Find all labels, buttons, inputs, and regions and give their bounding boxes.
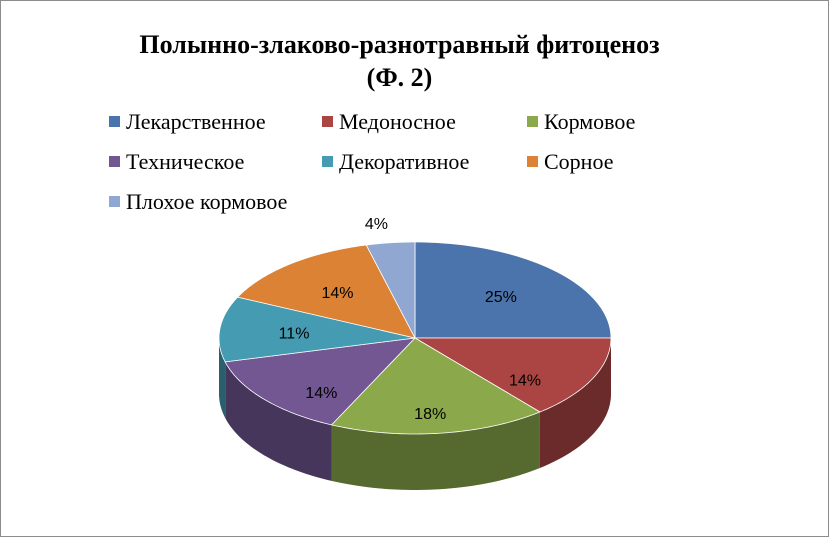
legend-item-fodder: Кормовое bbox=[527, 106, 635, 138]
pie-data-label: 14% bbox=[321, 285, 353, 302]
chart-title-line-1: Полынно-злаково-разнотравный фитоценоз bbox=[139, 30, 660, 59]
legend-swatch bbox=[109, 156, 120, 168]
legend-label: Кормовое bbox=[544, 109, 636, 134]
pie-labels: 25% 14% 18% 14% 11% 14% 4% bbox=[279, 216, 541, 423]
legend-item-poor-fodder: Плохое кормовое bbox=[109, 186, 287, 218]
pie-slice bbox=[236, 244, 416, 339]
legend-swatch bbox=[322, 156, 333, 168]
pie-data-label: 14% bbox=[305, 385, 337, 402]
pie-slice bbox=[414, 241, 612, 339]
legend-item-technical: Техническое bbox=[109, 146, 244, 178]
legend-label: Сорное bbox=[544, 149, 614, 174]
legend-swatch bbox=[322, 116, 333, 128]
pie-slice-side bbox=[219, 338, 226, 418]
legend-swatch bbox=[527, 156, 538, 168]
pie-slice bbox=[330, 337, 541, 435]
chart-title-line-2: (Ф. 2) bbox=[366, 63, 433, 92]
legend-label: Плохое кормовое bbox=[126, 189, 288, 214]
legend-swatch bbox=[527, 116, 538, 128]
legend-label: Медоносное bbox=[339, 109, 456, 134]
legend-item-weed: Сорное bbox=[527, 146, 613, 178]
legend-label: Техническое bbox=[126, 149, 245, 174]
pie-data-label: 4% bbox=[365, 216, 388, 233]
pie-slice bbox=[413, 337, 612, 413]
pie-data-label: 18% bbox=[414, 406, 446, 423]
pie-slice bbox=[218, 296, 416, 363]
pie-slice bbox=[365, 241, 416, 339]
pie-data-label: 14% bbox=[509, 372, 541, 389]
pie-top bbox=[218, 241, 612, 435]
legend-swatch bbox=[109, 116, 120, 128]
pie-slice-side bbox=[331, 411, 540, 490]
legend-item-medicinal: Лекарственное bbox=[109, 106, 266, 138]
legend-label: Лекарственное bbox=[126, 109, 266, 134]
legend-item-decorative: Декоративное bbox=[322, 146, 469, 178]
pie-data-label: 11% bbox=[279, 325, 310, 342]
pie-slice-side bbox=[539, 338, 611, 468]
legend-swatch bbox=[109, 196, 120, 208]
legend-item-honey: Медоносное bbox=[322, 106, 456, 138]
pie-data-label: 25% bbox=[485, 289, 517, 306]
chart-title: Полынно-злаково-разнотравный фитоценоз (… bbox=[1, 28, 798, 94]
pie-slice bbox=[224, 337, 417, 426]
legend-label: Декоративное bbox=[339, 149, 470, 174]
